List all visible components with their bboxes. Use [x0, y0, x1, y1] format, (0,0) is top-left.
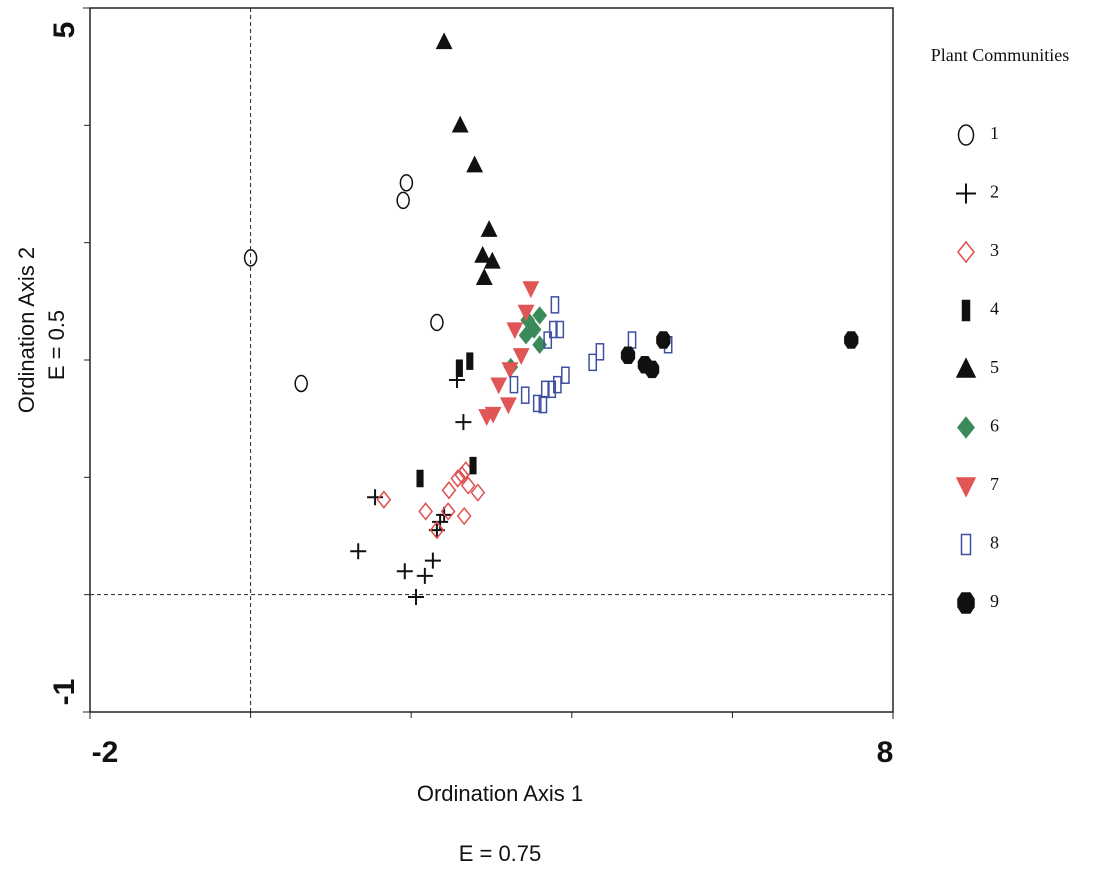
y-tick-label: -1 [48, 679, 81, 706]
marker [429, 520, 445, 540]
marker [555, 320, 565, 339]
marker [396, 563, 413, 580]
x-tick-label: -2 [92, 736, 119, 769]
marker [656, 331, 671, 349]
marker [627, 331, 637, 349]
marker [469, 456, 477, 475]
marker [430, 313, 444, 332]
marker [454, 465, 470, 485]
marker [294, 374, 308, 393]
marker [416, 567, 433, 584]
marker [470, 483, 486, 502]
legend-label: 7 [990, 474, 999, 494]
legend-marker [957, 416, 975, 439]
marker [475, 268, 493, 286]
marker [548, 320, 558, 339]
marker [418, 502, 434, 521]
marker [518, 326, 534, 345]
marker [367, 489, 384, 506]
marker [483, 251, 501, 269]
marker [460, 476, 476, 495]
legend-marker [957, 240, 975, 264]
marker [512, 348, 530, 365]
plot-frame [89, 7, 894, 713]
marker [540, 380, 550, 399]
y-axis-label: Ordination Axis 2 [14, 247, 39, 413]
legend-label: 9 [990, 591, 999, 611]
marker [480, 220, 498, 237]
marker [517, 304, 535, 322]
marker [478, 409, 496, 426]
marker [399, 174, 414, 192]
marker [595, 343, 605, 361]
legend-label: 6 [990, 416, 999, 436]
marker [408, 589, 425, 606]
marker [506, 322, 524, 340]
marker [543, 331, 553, 349]
y-axis-sublabel: E = 0.5 [44, 310, 69, 380]
marker [376, 490, 392, 509]
legend-marker [961, 299, 971, 322]
marker [456, 506, 472, 526]
legend-label: 4 [990, 299, 999, 319]
marker [428, 522, 445, 539]
legend-label: 2 [990, 182, 999, 202]
marker [455, 414, 472, 431]
marker [588, 353, 598, 372]
marker [490, 377, 508, 395]
legend-marker [957, 124, 975, 146]
legend-marker [960, 533, 972, 556]
legend-marker [955, 477, 977, 498]
legend-title: Plant Communities [931, 45, 1070, 65]
marker [532, 306, 548, 325]
marker [435, 32, 453, 50]
marker [474, 245, 492, 263]
legend-label: 8 [990, 533, 999, 553]
marker [844, 331, 859, 349]
y-tick-label: 5 [48, 22, 81, 39]
marker [243, 249, 258, 267]
marker [499, 397, 517, 415]
marker [440, 502, 456, 521]
x-tick-label: 8 [877, 736, 894, 769]
marker [466, 155, 484, 173]
legend-marker [957, 592, 975, 614]
marker [547, 380, 557, 399]
legend-marker [955, 357, 977, 378]
marker [501, 362, 519, 380]
marker [424, 552, 441, 569]
marker [416, 469, 424, 488]
marker [466, 352, 474, 370]
marker [455, 359, 463, 377]
marker [451, 115, 469, 133]
x-axis-sublabel: E = 0.75 [459, 841, 542, 866]
marker [620, 346, 636, 365]
legend-label: 3 [990, 240, 999, 260]
legend-marker [956, 183, 976, 204]
marker [644, 360, 660, 379]
marker [441, 481, 457, 500]
marker [550, 296, 560, 314]
marker [396, 191, 410, 210]
marker [450, 469, 466, 488]
marker [561, 366, 570, 385]
x-axis-label: Ordination Axis 1 [417, 781, 583, 806]
marker [522, 281, 540, 299]
marker [509, 375, 519, 394]
marker [520, 386, 530, 404]
marker [552, 375, 562, 394]
legend-label: 1 [990, 123, 999, 143]
marker [532, 394, 542, 413]
marker [350, 543, 367, 560]
legend-label: 5 [990, 357, 999, 377]
